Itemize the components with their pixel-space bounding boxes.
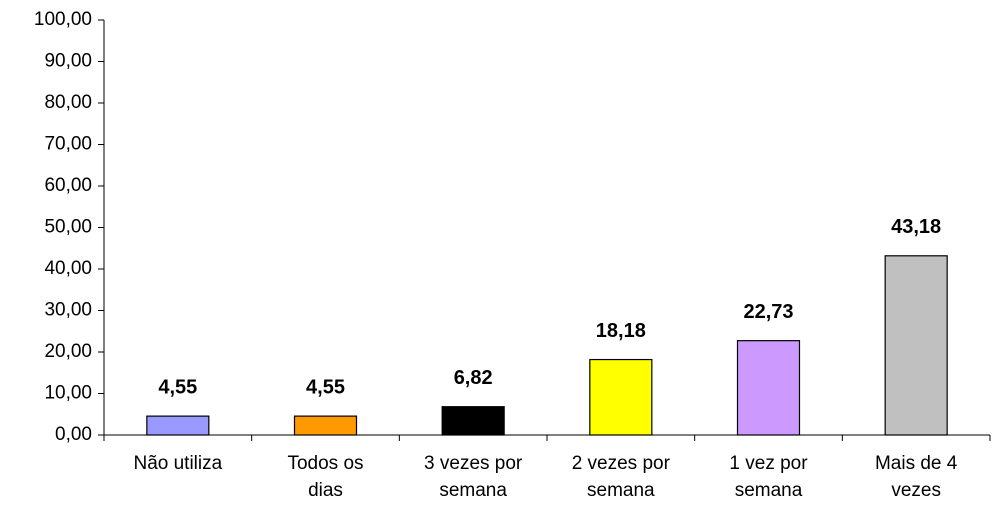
value-label: 4,55 — [306, 376, 345, 398]
y-tick-label: 100,00 — [34, 9, 92, 30]
x-tick-label: 2 vezes por semana — [571, 453, 670, 501]
x-tick-label: Todos os dias — [287, 453, 364, 501]
bar — [736, 340, 801, 436]
y-tick-label: 20,00 — [44, 341, 92, 362]
value-label: 4,55 — [158, 376, 197, 398]
y-tick-label: 80,00 — [44, 92, 92, 113]
y-tick-label: 70,00 — [44, 134, 92, 155]
x-tick-label: 3 vezes por semana — [424, 453, 523, 501]
y-tick-label: 10,00 — [44, 383, 92, 404]
value-label: 22,73 — [743, 301, 793, 323]
bar — [884, 255, 948, 436]
bar — [146, 415, 210, 436]
y-tick-label: 50,00 — [44, 217, 92, 238]
bar — [589, 358, 653, 436]
y-tick-label: 0,00 — [55, 424, 92, 445]
x-tick-label: Não utiliza — [133, 453, 223, 474]
value-label: 18,18 — [596, 320, 646, 342]
y-tick-label: 30,00 — [44, 300, 92, 321]
y-tick-label: 60,00 — [44, 175, 92, 196]
value-label: 6,82 — [454, 367, 493, 389]
x-tick-label: Mais de 4 vezes — [874, 453, 958, 501]
x-tick-label: 1 vez por semana — [729, 453, 808, 501]
bar — [441, 406, 505, 436]
bar — [293, 415, 358, 436]
y-tick-label: 90,00 — [44, 51, 92, 72]
y-tick-label: 40,00 — [44, 258, 92, 279]
value-label: 43,18 — [891, 216, 941, 238]
